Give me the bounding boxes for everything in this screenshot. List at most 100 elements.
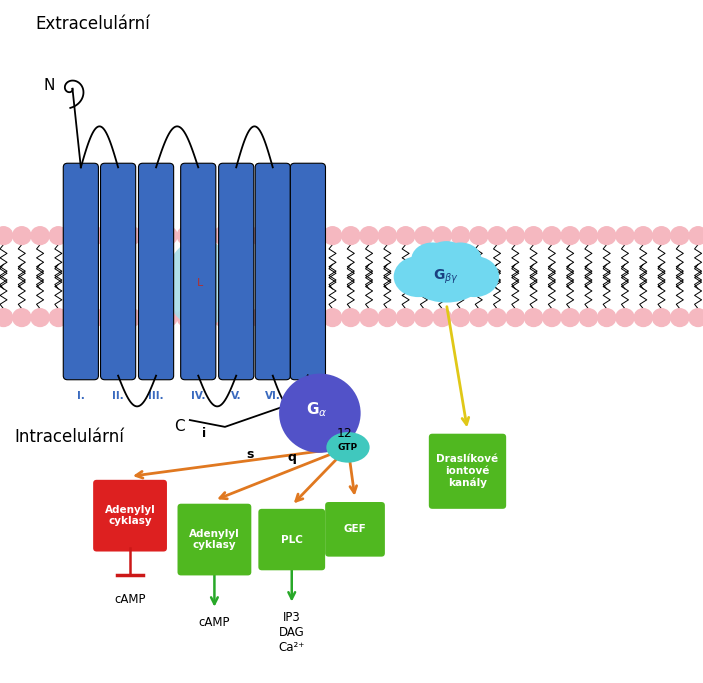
Text: N: N	[44, 78, 55, 93]
Circle shape	[49, 309, 67, 326]
Text: C: C	[174, 419, 185, 434]
Circle shape	[671, 309, 689, 326]
Circle shape	[104, 227, 122, 245]
Text: Intracelulární: Intracelulární	[14, 428, 124, 446]
Circle shape	[122, 309, 141, 326]
Circle shape	[652, 309, 671, 326]
Text: 12: 12	[337, 427, 352, 441]
Circle shape	[598, 309, 616, 326]
Text: cAMP: cAMP	[199, 616, 230, 630]
Circle shape	[195, 227, 214, 245]
Circle shape	[141, 309, 159, 326]
Circle shape	[287, 309, 305, 326]
Circle shape	[269, 227, 287, 245]
FancyBboxPatch shape	[177, 504, 252, 575]
Circle shape	[279, 374, 361, 453]
Text: V.: V.	[231, 391, 242, 401]
Circle shape	[104, 309, 122, 326]
Circle shape	[378, 227, 396, 245]
Circle shape	[524, 227, 543, 245]
FancyBboxPatch shape	[290, 163, 325, 380]
Circle shape	[177, 309, 195, 326]
Circle shape	[250, 309, 269, 326]
FancyBboxPatch shape	[255, 163, 290, 380]
Circle shape	[543, 227, 561, 245]
Circle shape	[214, 309, 232, 326]
Circle shape	[616, 227, 634, 245]
Circle shape	[579, 309, 598, 326]
Ellipse shape	[439, 242, 482, 277]
Circle shape	[561, 309, 579, 326]
FancyBboxPatch shape	[63, 163, 98, 380]
Text: Extracelulární: Extracelulární	[35, 15, 150, 33]
Circle shape	[67, 227, 86, 245]
Text: VI.: VI.	[265, 391, 280, 401]
Circle shape	[360, 309, 378, 326]
Circle shape	[159, 227, 177, 245]
Circle shape	[13, 309, 31, 326]
Circle shape	[616, 309, 634, 326]
Circle shape	[671, 227, 689, 245]
Text: GTP: GTP	[338, 443, 358, 452]
Circle shape	[323, 227, 342, 245]
Text: cAMP: cAMP	[115, 592, 146, 606]
Circle shape	[579, 227, 598, 245]
Text: G$_{\beta\gamma}$: G$_{\beta\gamma}$	[434, 268, 459, 285]
Circle shape	[689, 227, 703, 245]
FancyBboxPatch shape	[219, 163, 254, 380]
FancyBboxPatch shape	[181, 163, 216, 380]
Circle shape	[433, 227, 451, 245]
Circle shape	[598, 227, 616, 245]
Circle shape	[342, 227, 360, 245]
Ellipse shape	[326, 432, 370, 462]
Circle shape	[0, 309, 13, 326]
Circle shape	[195, 309, 214, 326]
Ellipse shape	[450, 256, 499, 297]
Circle shape	[396, 309, 415, 326]
Circle shape	[634, 309, 652, 326]
Circle shape	[31, 309, 49, 326]
Circle shape	[31, 227, 49, 245]
Circle shape	[287, 227, 305, 245]
Circle shape	[488, 309, 506, 326]
Circle shape	[67, 309, 86, 326]
Text: VII.: VII.	[298, 391, 318, 401]
FancyBboxPatch shape	[429, 434, 506, 509]
Ellipse shape	[394, 256, 443, 297]
Text: IV.: IV.	[191, 391, 205, 401]
Circle shape	[652, 227, 671, 245]
Ellipse shape	[165, 239, 236, 328]
Text: i: i	[202, 427, 206, 441]
Circle shape	[470, 309, 488, 326]
Text: II.: II.	[112, 391, 124, 401]
Text: PLC: PLC	[280, 535, 303, 544]
Text: L: L	[198, 279, 203, 288]
Circle shape	[122, 227, 141, 245]
FancyBboxPatch shape	[325, 502, 385, 557]
Circle shape	[86, 227, 104, 245]
Circle shape	[305, 227, 323, 245]
Circle shape	[506, 309, 524, 326]
Circle shape	[141, 227, 159, 245]
Circle shape	[214, 227, 232, 245]
Circle shape	[524, 309, 543, 326]
Circle shape	[13, 227, 31, 245]
Text: Adenylyl
cyklasy: Adenylyl cyklasy	[189, 529, 240, 550]
Circle shape	[360, 227, 378, 245]
Circle shape	[86, 309, 104, 326]
Circle shape	[378, 309, 396, 326]
Circle shape	[396, 227, 415, 245]
Circle shape	[433, 309, 451, 326]
Circle shape	[269, 309, 287, 326]
Circle shape	[305, 309, 323, 326]
Circle shape	[250, 227, 269, 245]
Text: G$_\alpha$: G$_\alpha$	[307, 400, 328, 419]
Text: IP3
DAG
Ca²⁺: IP3 DAG Ca²⁺	[278, 611, 305, 654]
Circle shape	[177, 227, 195, 245]
FancyBboxPatch shape	[259, 509, 325, 570]
Circle shape	[451, 227, 470, 245]
Circle shape	[342, 309, 360, 326]
Circle shape	[634, 227, 652, 245]
Circle shape	[543, 309, 561, 326]
Circle shape	[561, 227, 579, 245]
